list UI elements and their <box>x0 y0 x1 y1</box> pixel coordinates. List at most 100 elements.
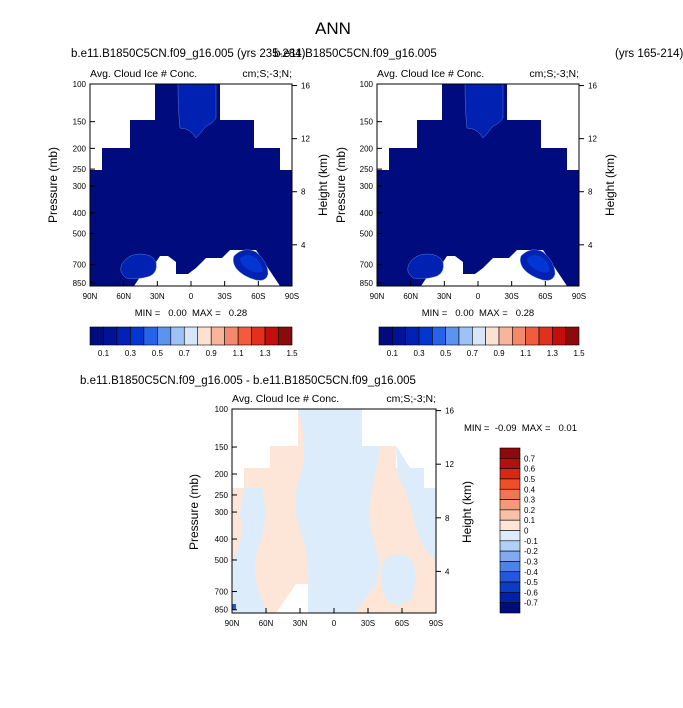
panel-a-colorbar-swatch <box>210 326 225 346</box>
panel-a-units: cm;S;-3;N; <box>242 68 292 80</box>
panel-b-ytick-label: 700 <box>360 261 374 270</box>
panel-b-ytick-right-label: 4 <box>588 241 593 250</box>
panel-c-ytick-label: 250 <box>215 491 229 500</box>
panel-a-colorbar-label: 1.1 <box>233 349 245 358</box>
panel-a-xtick-label: 30S <box>218 292 232 301</box>
panel-b-xtick-label: 30S <box>505 292 519 301</box>
panel-a-colorbar-label: 0.5 <box>152 349 164 358</box>
panel-b-colorbar-swatch <box>552 326 566 346</box>
panel-c-negative-center <box>295 409 380 613</box>
panel-b-colorbar-swatch <box>392 326 406 346</box>
panel-c-ylabel: Pressure (mb) <box>187 474 201 550</box>
panel-c-min-spot <box>232 604 236 610</box>
panel-a-colorbar-swatch <box>116 326 131 346</box>
panel-a-ylabel: Pressure (mb) <box>46 147 60 223</box>
panel-c-colorbar-swatch <box>499 488 521 500</box>
panel-c-field <box>232 409 436 613</box>
panel-a-colorbar-swatch <box>130 326 145 346</box>
panel-b-stats: MIN = 0.00 MAX = 0.28 <box>422 308 534 319</box>
panel-a-xtick-label: 60S <box>251 292 265 301</box>
panel-a-colorbar-label: 0.3 <box>125 349 137 358</box>
panel-c-colorbar-swatch <box>499 581 521 593</box>
panel-c-colorbar-label: -0.4 <box>524 568 538 577</box>
panel-c-colorbar-label: -0.2 <box>524 547 538 556</box>
difference-caption: b.e11.B1850C5CN.f09_g16.005 - b.e11.B185… <box>80 375 416 387</box>
panel-a-colorbar-swatch <box>278 326 293 346</box>
panel-a-ytick-label: 200 <box>73 144 87 153</box>
panel-a-xtick-label: 90N <box>83 292 98 301</box>
case-b-caption: b.e11.B1850C5CN.f09_g16.005 <box>274 48 437 60</box>
panel-b-colorbar-label: 0.9 <box>493 349 505 358</box>
panel-c-ytick-right-label: 4 <box>445 567 450 576</box>
panel-c-colorbar-label: 0.1 <box>524 516 536 525</box>
panel-b-colorbar-swatch <box>498 326 513 346</box>
panel-b-xtick-label: 0 <box>476 292 481 301</box>
panel-c-ytick-right-label: 8 <box>445 514 450 523</box>
panel-b-colorbar-swatch <box>445 326 460 346</box>
panel-b-colorbar-swatch <box>472 326 486 346</box>
panel-b-xtick-label: 60N <box>403 292 418 301</box>
panel-a-colorbar-swatch <box>237 326 252 346</box>
panel-c-ytick-right-label: 12 <box>445 460 454 469</box>
panel-a-colorbar-label: 1.3 <box>260 349 272 358</box>
panel-a-colorbar-label: 0.9 <box>206 349 218 358</box>
panel-a-ytick-label: 150 <box>73 118 87 127</box>
panel-c-colorbar-label: 0.7 <box>524 454 536 463</box>
panel-a-colorbar-label: 1.5 <box>286 349 298 358</box>
panel-c-xtick-label: 60S <box>395 619 409 628</box>
panel-a-colorbar-label: 0.1 <box>98 349 110 358</box>
panel-c-colorbar-swatch <box>499 571 521 583</box>
case-a-caption: b.e11.B1850C5CN.f09_g16.005 (yrs 235-284… <box>71 48 306 60</box>
panel-b-ytick-label: 250 <box>360 165 374 174</box>
panel-c-colorbar-swatch <box>499 530 521 542</box>
panel-c-xtick-label: 90N <box>225 619 240 628</box>
panel-c-ytick-label: 200 <box>215 470 229 479</box>
panel-b-colorbar-swatch <box>525 326 540 346</box>
panel-c-title: Avg. Cloud Ice # Conc. <box>232 393 339 405</box>
panel-c-colorbar-swatch <box>499 458 521 469</box>
panel-c-colorbar-label: 0.5 <box>524 475 536 484</box>
panel-a-ytick-right-label: 12 <box>301 135 310 144</box>
panel-c-colorbar-label: -0.6 <box>524 588 538 597</box>
panel-a-colorbar: 0.1 0.3 0.5 0.7 0.9 1.1 1.3 1.5 <box>89 326 298 358</box>
panel-a-ytick-label: 500 <box>73 229 87 238</box>
panel-c-colorbar-label: 0 <box>524 527 529 536</box>
panel-a-blue-region <box>90 84 292 286</box>
panel-b-blue-region <box>377 84 579 286</box>
panel-a-ytick-label: 850 <box>73 279 87 288</box>
panel-c-white-gap <box>276 584 308 613</box>
panel-c-colorbar-swatch <box>499 468 521 480</box>
panel-a-colorbar-swatch <box>183 326 199 346</box>
panel-b-lower-left-core <box>407 253 444 279</box>
panel-b-units: cm;S;-3;N; <box>529 68 579 80</box>
panel-a-colorbar-swatch <box>197 326 212 346</box>
panel-c-colorbar-swatch <box>499 447 521 459</box>
panel-c-xtick-label: 0 <box>332 619 337 628</box>
panel-b-upper-core <box>464 84 504 139</box>
panel-c-colorbar-swatch <box>499 602 521 614</box>
panel-b-colorbar-swatch <box>378 326 393 346</box>
panel-c-colorbar-label: -0.5 <box>524 578 538 587</box>
panel-c-colorbar-swatch <box>499 550 521 562</box>
panel-b-ytick-label: 100 <box>360 80 374 89</box>
panel-b-ytick-label: 200 <box>360 144 374 153</box>
panel-difference: Avg. Cloud Ice # Conc. cm;S;-3;N; 100 150… <box>187 393 577 628</box>
panel-c-colorbar: 0.70.60.50.40.30.20.10-0.1-0.2-0.3-0.4-0… <box>499 447 538 614</box>
panel-b-colorbar-swatch <box>565 326 580 346</box>
panel-c-ytick-label: 300 <box>215 508 229 517</box>
panel-b-colorbar-label: 0.1 <box>387 349 399 358</box>
panel-c-xtick-label: 90S <box>429 619 443 628</box>
panel-c-ytick-label: 500 <box>215 556 229 565</box>
panel-a-ylabel-right: Height (km) <box>316 154 330 216</box>
panel-a-colorbar-label: 0.7 <box>179 349 191 358</box>
panel-c-colorbar-swatch <box>499 499 521 511</box>
panel-b-colorbar-label: 1.1 <box>520 349 532 358</box>
panel-c-stats: MIN = -0.09 MAX = 0.01 <box>464 423 577 434</box>
panel-b-ytick-right-label: 16 <box>588 82 597 91</box>
panel-c-colorbar-swatch <box>499 561 521 573</box>
panel-b-ytick-right-label: 8 <box>588 188 593 197</box>
panel-b-title: Avg. Cloud Ice # Conc. <box>377 68 484 80</box>
panel-b-ytick-label: 400 <box>360 209 374 218</box>
panel-c-colorbar-swatch <box>499 540 521 552</box>
